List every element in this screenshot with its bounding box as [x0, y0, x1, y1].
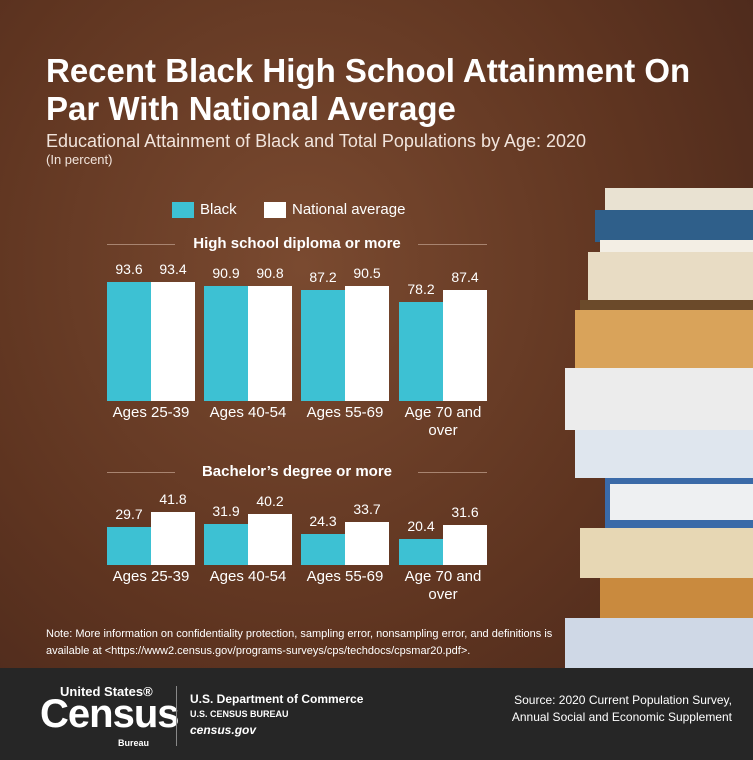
panel-title: Bachelor’s degree or more [201, 463, 393, 480]
value-label: 78.2 [407, 280, 435, 297]
bar [204, 285, 248, 401]
value-label: 87.2 [309, 269, 337, 286]
category-label: Ages 25-39 [112, 404, 190, 421]
legend-label: Black [200, 201, 237, 218]
bar [248, 513, 292, 565]
bar [345, 286, 389, 401]
value-label: 31.6 [451, 503, 479, 520]
legend-item: Black [172, 201, 237, 218]
logo-top: United States® [60, 684, 153, 699]
bar [248, 285, 292, 401]
bar [107, 527, 151, 565]
value-label: 20.4 [407, 518, 435, 535]
value-label: 40.2 [256, 492, 284, 509]
bar [443, 290, 487, 401]
value-label: 93.4 [159, 261, 187, 278]
category-label: Age 70 and over [404, 568, 482, 603]
value-label: 93.6 [115, 261, 143, 278]
source: Source: 2020 Current Population Survey, … [511, 693, 732, 724]
bar [399, 301, 443, 401]
bar [301, 534, 345, 565]
bar [345, 522, 389, 565]
category-label: Ages 40-54 [209, 568, 287, 585]
bar [151, 511, 195, 565]
category-label: Age 70 and over [404, 404, 482, 439]
value-label: 41.8 [159, 490, 187, 507]
panel-rule [107, 244, 175, 245]
legend-label: National average [292, 201, 406, 218]
title: Recent Black High School Attainment On P… [46, 52, 691, 127]
bar [107, 282, 151, 401]
bar [443, 524, 487, 565]
category-label: Ages 25-39 [112, 568, 190, 585]
bar [151, 282, 195, 401]
value-label: 87.4 [451, 269, 479, 285]
note: Note: More information on confidentialit… [46, 628, 553, 657]
value-label: 29.7 [115, 506, 143, 523]
subtitle: Educational Attainment of Black and Tota… [46, 131, 587, 151]
legend-item: National average [264, 201, 405, 218]
site: census.gov [190, 723, 257, 737]
value-label: 33.7 [353, 501, 381, 518]
category-label: Ages 40-54 [209, 404, 287, 421]
value-label: 90.5 [353, 265, 381, 282]
value-label: 90.9 [212, 264, 240, 281]
panel-rule [418, 472, 487, 473]
category-label: Ages 55-69 [306, 404, 384, 421]
value-label: 90.8 [256, 264, 284, 281]
panel-rule [107, 472, 175, 473]
panel-rule [418, 244, 487, 245]
value-label: 31.9 [212, 503, 240, 520]
bar [301, 290, 345, 401]
department: U.S. Department of Commerce [190, 692, 364, 706]
books-illustration [565, 188, 753, 670]
category-label: Ages 55-69 [306, 568, 384, 585]
legend-swatch [172, 201, 194, 218]
legend-swatch [264, 201, 286, 218]
bar [204, 524, 248, 565]
logo-bottom: Bureau [118, 738, 150, 748]
bureau: U.S. CENSUS BUREAU [190, 709, 289, 719]
panel-title: High school diploma or more [193, 235, 401, 252]
value-label: 24.3 [309, 513, 337, 530]
unit-note: (In percent) [46, 152, 113, 167]
footer: United States® Census Bureau U.S. Depart… [0, 668, 753, 760]
bar [399, 539, 443, 565]
logo-main: Census [40, 692, 179, 736]
